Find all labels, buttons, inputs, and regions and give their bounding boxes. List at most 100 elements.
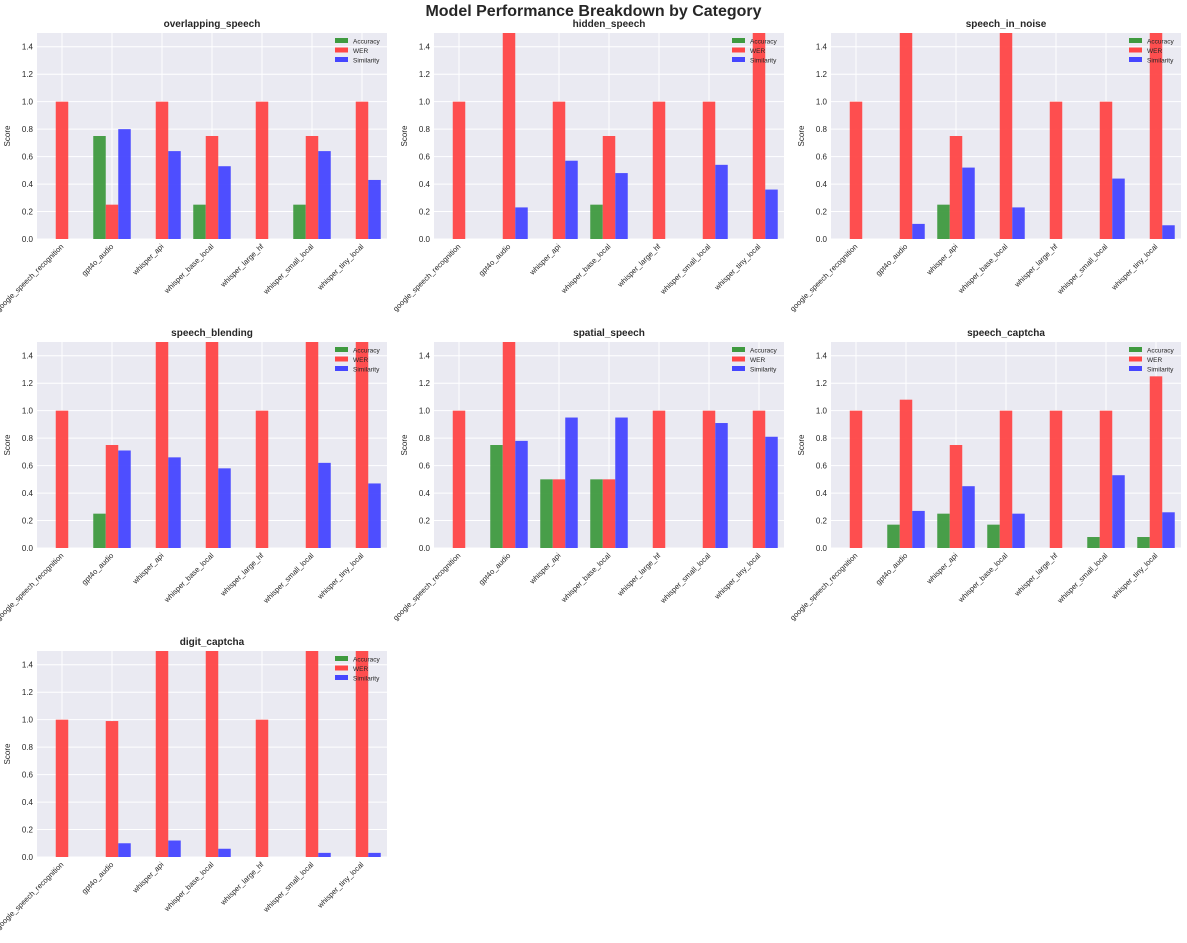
- bar-similarity-whisper_api: [962, 167, 975, 239]
- chart-panel-speech_blending: 0.0 0.2 0.4 0.6 0.8 1.0 1.2 1.4 google_speech_re…: [0, 328, 387, 622]
- legend-swatch-similarity: [732, 366, 745, 371]
- legend-label-similarity: Similarity: [1147, 367, 1174, 374]
- x-tick-label: whisper_small_local: [1055, 242, 1110, 297]
- bar-similarity-whisper_tiny_local: [1162, 225, 1175, 239]
- legend-label-similarity: Similarity: [353, 58, 380, 65]
- y-tick-label: 0.2: [816, 208, 828, 217]
- x-tick-label: whisper_base_local: [559, 242, 613, 296]
- legend-swatch-similarity: [1129, 366, 1142, 371]
- x-tick-label: gpt4o_audio: [477, 551, 513, 587]
- legend-label-similarity: Similarity: [750, 58, 777, 65]
- y-tick-label: 0.6: [22, 462, 34, 471]
- y-tick-label: 1.0: [816, 407, 828, 416]
- legend-swatch-wer: [732, 356, 745, 362]
- x-tick-label: whisper_base_local: [162, 551, 216, 605]
- bar-wer-whisper_tiny_local: [1149, 376, 1163, 548]
- legend-label-accuracy: Accuracy: [1147, 39, 1174, 46]
- x-tick-label: whisper_base_local: [956, 242, 1010, 296]
- legend-swatch-accuracy: [1129, 38, 1142, 43]
- legend-label-wer: WER: [353, 48, 368, 55]
- y-tick-label: 0.2: [22, 826, 34, 835]
- x-tick-label: whisper_large_hf: [615, 550, 663, 598]
- y-tick-label: 0.4: [816, 180, 828, 189]
- y-tick-label: 1.0: [419, 98, 431, 107]
- x-tick-label: gpt4o_audio: [80, 242, 116, 278]
- bar-wer-whisper_api: [552, 101, 566, 240]
- y-tick-label: 0.6: [22, 153, 34, 162]
- bar-wer-whisper_tiny_local: [355, 101, 369, 240]
- y-tick-label: 0.4: [419, 180, 431, 189]
- bar-similarity-whisper_tiny_local: [368, 179, 381, 239]
- bar-similarity-gpt4o_audio: [118, 843, 131, 857]
- x-tick-label: whisper_base_local: [162, 860, 216, 914]
- x-tick-label: whisper_api: [130, 242, 166, 278]
- legend-label-similarity: Similarity: [353, 367, 380, 374]
- y-tick-label: 0.8: [816, 125, 828, 134]
- legend-swatch-accuracy: [732, 347, 745, 352]
- x-tick-label: whisper_small_local: [1055, 551, 1110, 606]
- chart-title: hidden_speech: [573, 19, 646, 30]
- y-tick-label: 1.0: [419, 407, 431, 416]
- bar-wer-whisper_small_local: [1099, 101, 1113, 240]
- bar-wer-whisper_api: [949, 445, 963, 548]
- chart-title: speech_in_noise: [966, 19, 1047, 30]
- bar-wer-google_speech_recognition: [55, 410, 69, 548]
- x-tick-label: google_speech_recognition: [391, 242, 462, 313]
- legend-label-accuracy: Accuracy: [750, 39, 777, 46]
- bar-wer-whisper_small_local: [702, 101, 716, 240]
- x-tick-label: gpt4o_audio: [477, 242, 513, 278]
- y-tick-label: 0.2: [22, 517, 34, 526]
- bar-wer-google_speech_recognition: [452, 101, 466, 240]
- legend-label-accuracy: Accuracy: [750, 348, 777, 355]
- chart-title: overlapping_speech: [164, 19, 261, 30]
- chart-panel-spatial_speech: 0.0 0.2 0.4 0.6 0.8 1.0 1.2 1.4 google_speech_re…: [391, 328, 784, 622]
- bar-accuracy-gpt4o_audio: [490, 445, 503, 548]
- bar-similarity-whisper_small_local: [715, 164, 728, 239]
- chart-panel-hidden_speech: 0.0 0.2 0.4 0.6 0.8 1.0 1.2 1.4 google_speech_re…: [391, 19, 784, 313]
- legend-swatch-similarity: [1129, 57, 1142, 62]
- legend-swatch-similarity: [732, 57, 745, 62]
- bar-accuracy-whisper_small_local: [1087, 537, 1100, 548]
- x-tick-label: whisper_tiny_local: [1109, 242, 1160, 293]
- bar-wer-whisper_small_local: [305, 342, 319, 548]
- y-tick-label: 0.6: [22, 771, 34, 780]
- y-tick-label: 0.2: [22, 208, 34, 217]
- y-tick-label: 1.0: [816, 98, 828, 107]
- y-tick-label: 0.6: [816, 462, 828, 471]
- x-tick-label: google_speech_recognition: [0, 242, 65, 313]
- bar-wer-whisper_large_hf: [1049, 101, 1063, 240]
- bar-wer-google_speech_recognition: [849, 410, 863, 548]
- y-tick-label: 0.0: [816, 235, 828, 244]
- chart-panel-speech_captcha: 0.0 0.2 0.4 0.6 0.8 1.0 1.2 1.4 google_speech_re…: [788, 328, 1181, 622]
- bar-similarity-whisper_tiny_local: [765, 436, 778, 548]
- y-tick-label: 0.8: [816, 434, 828, 443]
- legend-swatch-wer: [732, 47, 745, 53]
- bar-wer-gpt4o_audio: [105, 204, 119, 239]
- x-tick-label: google_speech_recognition: [391, 551, 462, 622]
- bar-wer-google_speech_recognition: [55, 719, 69, 857]
- legend-swatch-wer: [335, 356, 348, 362]
- y-tick-label: 0.0: [22, 544, 34, 553]
- x-tick-label: whisper_tiny_local: [315, 551, 366, 602]
- y-tick-label: 0.4: [22, 798, 34, 807]
- bar-wer-whisper_api: [552, 479, 566, 548]
- bar-similarity-whisper_api: [962, 486, 975, 548]
- chart-title: speech_captcha: [967, 328, 1045, 339]
- x-tick-label: whisper_tiny_local: [712, 242, 763, 293]
- bar-wer-whisper_tiny_local: [355, 651, 369, 857]
- bar-wer-whisper_tiny_local: [752, 33, 766, 239]
- bar-wer-whisper_base_local: [205, 136, 219, 239]
- y-tick-label: 0.0: [419, 544, 431, 553]
- legend-label-wer: WER: [1147, 48, 1162, 55]
- x-tick-label: whisper_base_local: [559, 551, 613, 605]
- x-tick-label: google_speech_recognition: [788, 551, 859, 622]
- bar-wer-whisper_small_local: [702, 410, 716, 548]
- bar-similarity-whisper_api: [565, 160, 578, 239]
- y-tick-label: 0.4: [419, 489, 431, 498]
- y-tick-label: 1.4: [816, 43, 828, 52]
- x-tick-label: whisper_large_hf: [1012, 550, 1060, 598]
- x-tick-label: whisper_api: [130, 551, 166, 587]
- bar-similarity-whisper_base_local: [218, 468, 231, 548]
- legend-swatch-wer: [1129, 47, 1142, 53]
- bar-wer-whisper_base_local: [205, 342, 219, 548]
